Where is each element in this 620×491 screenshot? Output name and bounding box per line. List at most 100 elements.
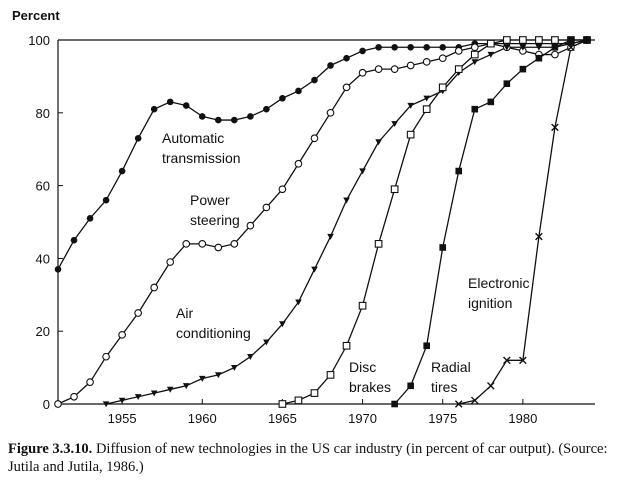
x-tick-label: 1975 (428, 411, 457, 426)
y-tick-label: 60 (36, 179, 50, 194)
series-labels: Automatic transmission Power steering Air con… (162, 130, 529, 395)
power-steering-point (166, 258, 175, 266)
power-steering-point (358, 68, 367, 77)
power-steering-point (390, 65, 399, 73)
air-conditioning-point (134, 394, 142, 401)
radial-tires-point (407, 382, 414, 390)
air-conditioning-label-line: Air (176, 305, 193, 321)
power-steering-point (278, 185, 287, 194)
radial-tires-point (535, 54, 543, 62)
axis-ticks: 0 20 40 60 80 100 1955 1960 1965 1970 1975 1980 (28, 33, 537, 426)
air-conditioning-point (471, 59, 479, 66)
power-steering-point (470, 43, 479, 52)
disc-brakes-point (551, 36, 559, 44)
electronic-ignition-point (583, 36, 591, 44)
air-conditioning-point (311, 266, 318, 273)
disc-brakes-markers (278, 36, 591, 408)
disc-brakes-point (438, 83, 447, 92)
electronic-ignition-point (454, 400, 463, 408)
electronic-ignition-label: Electronic ignition (468, 275, 529, 311)
automatic-transmission-point (247, 113, 254, 120)
disc-brakes-label-line: Disc (349, 359, 376, 375)
y-axis-label: Percent (12, 8, 60, 23)
automatic-transmission-point (423, 43, 430, 51)
automatic-transmission-point (102, 196, 110, 204)
power-steering-point (406, 61, 415, 70)
x-tick-label: 1960 (188, 411, 217, 426)
air-conditioning-point (343, 197, 350, 204)
power-steering-point (134, 309, 142, 317)
electronic-ignition-markers (454, 36, 591, 408)
air-conditioning-point (166, 386, 174, 393)
automatic-transmission-point (279, 94, 286, 102)
radial-tires-label: Radial tires (431, 359, 471, 395)
air-conditioning-label-line: conditioning (176, 325, 251, 341)
automatic-transmission-point (263, 105, 270, 113)
electronic-ignition-label-line: ignition (468, 295, 512, 311)
automatic-transmission-point (54, 266, 62, 273)
x-tick-label: 1970 (348, 411, 377, 426)
air-conditioning-point (150, 390, 158, 397)
power-steering-point (326, 108, 335, 117)
radial-tires-point (551, 43, 559, 51)
air-conditioning-point (263, 339, 270, 346)
radial-tires-label-line: tires (431, 379, 457, 395)
electronic-ignition-point (535, 232, 543, 241)
electronic-ignition-label-line: Electronic (468, 275, 529, 291)
disc-brakes-point (310, 389, 319, 397)
power-steering-point (454, 47, 463, 55)
caption-text: Diffusion of new technologies in the US … (8, 441, 608, 475)
air-conditioning-point (231, 364, 238, 371)
automatic-transmission-label-line: Automatic (162, 130, 224, 146)
automatic-transmission-point (295, 87, 302, 95)
air-conditioning-point (327, 233, 334, 240)
power-steering-point (310, 134, 319, 143)
disc-brakes-point (454, 65, 463, 73)
electronic-ignition-point (503, 356, 511, 365)
power-steering-point (438, 54, 447, 63)
disc-brakes-point (422, 105, 431, 114)
x-tick-label: 1965 (268, 411, 297, 426)
automatic-transmission-point (198, 113, 206, 120)
automatic-transmission-label-line: transmission (162, 150, 241, 166)
air-conditioning-point (118, 397, 126, 404)
automatic-transmission-point (134, 134, 142, 142)
power-steering-point (342, 83, 351, 92)
technology-diffusion-chart: 0 20 40 60 80 100 1955 1960 1965 1970 1975 1980 Aut… (12, 8, 595, 426)
power-steering-point (294, 159, 303, 168)
disc-brakes-point (278, 400, 287, 408)
air-conditioning-point (359, 168, 366, 175)
radial-tires-point (471, 105, 479, 113)
radial-tires-line (394, 39, 587, 405)
radial-tires-point (455, 167, 463, 175)
electronic-ignition-point (519, 356, 527, 365)
air-conditioning-point (198, 375, 206, 382)
radial-tires-label-line: Radial (431, 359, 471, 375)
power-steering-point (150, 283, 159, 292)
air-conditioning-point (487, 51, 495, 58)
figure-number: Figure 3.3.10. (8, 441, 93, 457)
power-steering-label: Power steering (190, 192, 240, 228)
automatic-transmission-point (359, 47, 366, 55)
power-steering-point (551, 50, 559, 59)
electronic-ignition-point (551, 123, 559, 132)
power-steering-label-line: Power (190, 192, 230, 208)
automatic-transmission-point (150, 105, 158, 113)
disc-brakes-point (519, 36, 527, 44)
air-conditioning-point (102, 401, 110, 408)
x-tick-label: 1955 (108, 411, 137, 426)
disc-brakes-point (326, 371, 335, 379)
air-conditioning-point (279, 321, 286, 328)
power-steering-point (214, 243, 223, 252)
air-conditioning-point (214, 372, 222, 379)
disc-brakes-label: Disc brakes (349, 359, 391, 395)
automatic-transmission-point (166, 98, 174, 106)
y-tick-label: 40 (36, 251, 50, 266)
axes (57, 39, 595, 405)
power-steering-label-line: steering (190, 212, 240, 228)
automatic-transmission-point (118, 167, 126, 175)
power-steering-point (262, 203, 271, 212)
automatic-transmission-point (182, 102, 190, 109)
air-conditioning-point (391, 121, 398, 128)
disc-brakes-label-line: brakes (349, 379, 391, 395)
